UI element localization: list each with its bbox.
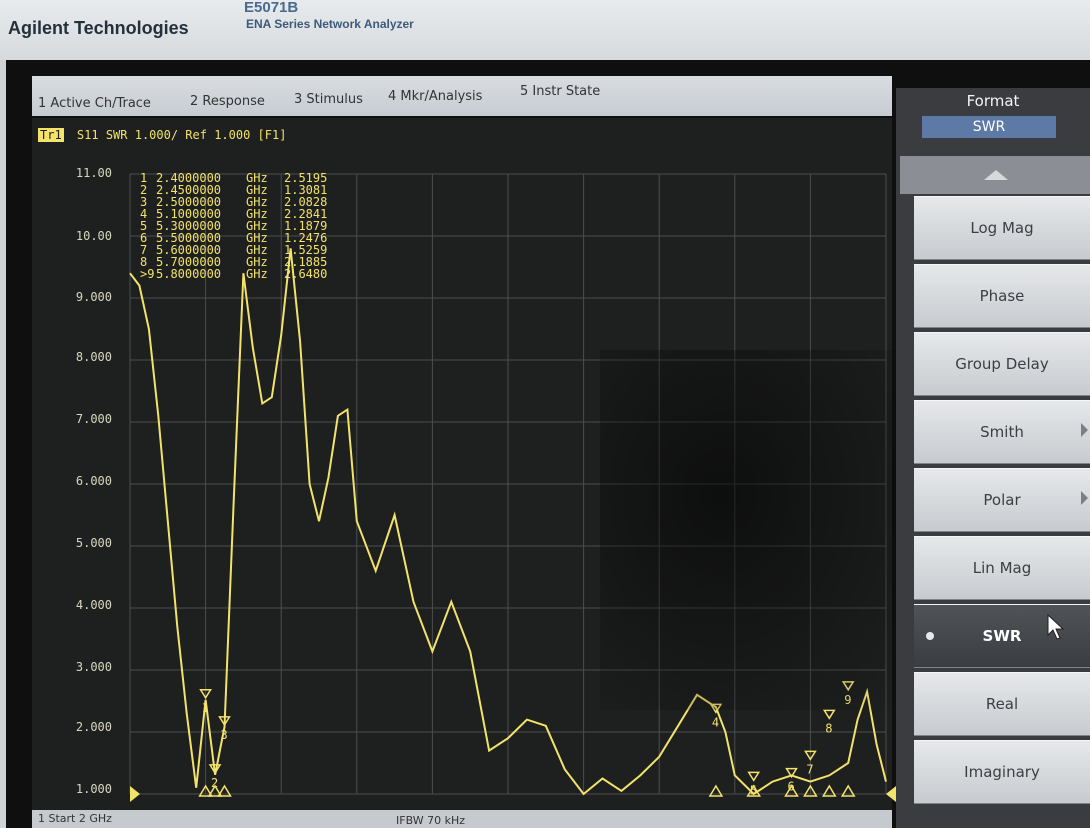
softkey-label: Imaginary — [964, 763, 1040, 781]
marker-baseline-triangle — [784, 784, 799, 797]
submenu-arrow-icon — [1081, 491, 1088, 505]
softkey-lin-mag[interactable]: Lin Mag — [914, 536, 1090, 600]
menu-mkr-analysis[interactable]: 4 Mkr/Analysis — [388, 89, 483, 104]
marker-row: 4 5.1000000 GHz 2.2841 — [140, 207, 328, 221]
series-label: ENA Series Network Analyzer — [246, 17, 414, 31]
marker-triangle — [208, 764, 222, 775]
trace-header: Tr1 S11 SWR 1.000/ Ref 1.000 [F1] — [38, 128, 286, 142]
softkey-label: Polar — [983, 491, 1021, 509]
marker-baseline-triangle — [217, 784, 232, 797]
y-tick-label: 2.000 — [75, 720, 112, 734]
mouse-pointer-icon — [1047, 613, 1065, 640]
model-label: E5071B — [244, 0, 299, 16]
y-tick-label: 6.000 — [75, 474, 112, 488]
marker-baseline-triangle — [207, 784, 223, 797]
chevron-up-icon — [984, 170, 1008, 180]
softkey-label: Group Delay — [955, 355, 1049, 373]
softkey-label: Real — [985, 695, 1019, 713]
marker-row: 6 5.5000000 GHz 1.2476 — [140, 231, 328, 245]
marker-number-label: 1 — [202, 701, 209, 715]
menu-bar: 1 Active Ch/Trace 2 Response 3 Stimulus … — [32, 76, 892, 116]
marker-triangle — [199, 689, 212, 700]
menu-response[interactable]: 2 Response — [190, 94, 265, 109]
scroll-up-button[interactable] — [900, 156, 1090, 194]
y-tick-label: 3.000 — [75, 660, 112, 674]
marker-number-label: 7 — [806, 762, 813, 776]
marker-triangle — [747, 771, 761, 782]
marker-number-label: 4 — [712, 715, 719, 729]
brand-label: Agilent Technologies — [8, 18, 189, 38]
softkey-label: Log Mag — [970, 219, 1034, 237]
menu-active-ch-trace[interactable]: 1 Active Ch/Trace — [38, 96, 151, 111]
softkey-label: Lin Mag — [972, 559, 1032, 577]
marker-number-label: 9 — [844, 693, 851, 707]
marker-row: 8 5.7000000 GHz 2.1885 — [140, 255, 328, 269]
y-tick-label: 4.000 — [75, 598, 112, 612]
menu-instr-state[interactable]: 5 Instr State — [520, 84, 601, 99]
y-tick-label: 1.000 — [75, 782, 112, 796]
y-tick-label: 11.00 — [75, 166, 112, 180]
marker-row: 7 5.6000000 GHz 1.5259 — [140, 243, 328, 257]
reference-line-marker — [886, 786, 896, 802]
current-format-value: SWR — [922, 116, 1056, 138]
marker-baseline-triangle — [708, 784, 724, 797]
softkey-title: Format — [966, 92, 1020, 110]
marker-triangle — [785, 767, 798, 779]
trace-header-text: S11 SWR 1.000/ Ref 1.000 [F1] — [76, 128, 287, 142]
menu-stimulus[interactable]: 3 Stimulus — [294, 92, 363, 107]
softkey-smith[interactable]: Smith — [914, 400, 1090, 464]
marker-baseline-triangle — [803, 784, 818, 797]
marker-row: 3 2.5000000 GHz 2.0828 — [140, 195, 328, 209]
marker-baseline-triangle — [821, 784, 837, 797]
marker-row: 5 5.3000000 GHz 1.1879 — [140, 219, 328, 233]
y-tick-label: 8.000 — [75, 350, 112, 364]
softkey-real[interactable]: Real — [914, 672, 1090, 736]
marker-number-label: 8 — [825, 721, 832, 735]
marker-baseline-triangle — [198, 784, 213, 797]
y-tick-label: 9.000 — [75, 290, 112, 304]
marker-number-label: 5 — [750, 783, 757, 797]
reference-line-marker — [130, 786, 140, 802]
start-frequency: 1 Start 2 GHz — [38, 812, 112, 825]
marker-triangle — [841, 681, 855, 692]
submenu-arrow-icon — [1081, 423, 1088, 437]
softkey-group-delay[interactable]: Group Delay — [914, 332, 1090, 396]
marker-baseline-triangle — [746, 784, 762, 797]
softkey-label: Smith — [980, 423, 1024, 441]
softkey-imaginary[interactable]: Imaginary — [914, 740, 1090, 804]
marker-row: >9 5.8000000 GHz 2.6480 — [140, 267, 328, 281]
instrument-bezel: Agilent Technologies E5071B ENA Series N… — [0, 0, 1090, 60]
marker-row: 1 2.4000000 GHz 2.5195 — [140, 171, 328, 185]
y-tick-label: 7.000 — [75, 412, 112, 426]
softkey-polar[interactable]: Polar — [914, 468, 1090, 532]
marker-triangle — [218, 716, 231, 727]
status-bar: 1 Start 2 GHz IFBW 70 kHz — [32, 810, 892, 828]
ifbw-label: IFBW 70 kHz — [396, 814, 466, 827]
softkey-label: SWR — [982, 627, 1022, 645]
y-tick-label: 5.000 — [75, 536, 112, 550]
trace-tag[interactable]: Tr1 — [38, 128, 64, 142]
marker-number-label: 2 — [211, 776, 218, 790]
marker-triangle — [822, 709, 836, 720]
marker-row: 2 2.4500000 GHz 1.3081 — [140, 183, 328, 197]
softkey-phase[interactable]: Phase — [914, 264, 1090, 328]
y-tick-label: 10.00 — [75, 229, 112, 243]
softkey-label: Phase — [979, 287, 1025, 305]
softkey-swr[interactable]: SWR — [914, 604, 1090, 668]
selected-dot-icon — [926, 632, 934, 640]
marker-number-label: 3 — [221, 728, 228, 742]
marker-triangle — [804, 750, 817, 761]
softkey-log-mag[interactable]: Log Mag — [914, 196, 1090, 260]
marker-baseline-triangle — [840, 784, 856, 797]
